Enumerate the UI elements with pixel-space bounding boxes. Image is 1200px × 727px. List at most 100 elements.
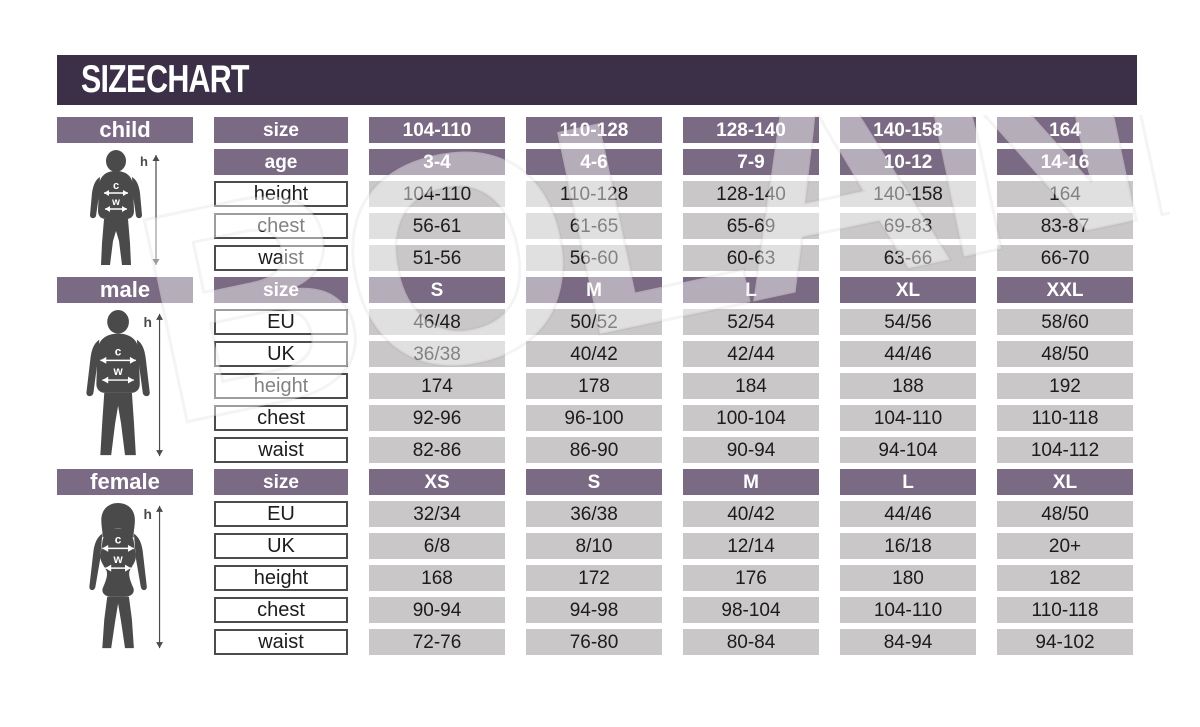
row-label-waist: waist xyxy=(214,245,348,271)
table-cell: 140-158 xyxy=(840,181,976,207)
size-chart-table: child c w xyxy=(57,117,1133,661)
table-cell: XXL xyxy=(997,277,1133,303)
title-bar: SIZE CHART xyxy=(57,55,1137,105)
table-cell: 184 xyxy=(683,373,819,399)
height-annotation: h xyxy=(143,314,151,330)
table-cell: L xyxy=(683,277,819,303)
table-cell: 60-63 xyxy=(683,245,819,271)
table-cell: XL xyxy=(840,277,976,303)
table-cell: L xyxy=(840,469,976,495)
table-cell: 76-80 xyxy=(526,629,662,655)
row-label-EU: EU xyxy=(214,501,348,527)
table-cell: 180 xyxy=(840,565,976,591)
table-cell: 32/34 xyxy=(369,501,505,527)
table-cell: 56-60 xyxy=(526,245,662,271)
female-figure-icon: c w h xyxy=(57,501,193,655)
row-label-height: height xyxy=(214,181,348,207)
table-cell: 61-65 xyxy=(526,213,662,239)
table-cell: 36/38 xyxy=(526,501,662,527)
table-cell: 14-16 xyxy=(997,149,1133,175)
row-label-size: size xyxy=(214,469,348,495)
table-cell: 12/14 xyxy=(683,533,819,559)
table-cell: 42/44 xyxy=(683,341,819,367)
row-label-UK: UK xyxy=(214,533,348,559)
table-cell: 51-56 xyxy=(369,245,505,271)
table-cell: 176 xyxy=(683,565,819,591)
table-cell: 168 xyxy=(369,565,505,591)
table-cell: 104-110 xyxy=(369,117,505,143)
table-cell: 140-158 xyxy=(840,117,976,143)
table-cell: XL xyxy=(997,469,1133,495)
height-annotation: h xyxy=(143,506,151,522)
height-annotation: h xyxy=(140,154,148,169)
table-cell: 63-66 xyxy=(840,245,976,271)
table-cell: 66-70 xyxy=(997,245,1133,271)
male-figure-icon: c w h xyxy=(57,309,193,463)
table-cell: 44/46 xyxy=(840,501,976,527)
table-cell: 50/52 xyxy=(526,309,662,335)
table-cell: S xyxy=(526,469,662,495)
table-cell: 164 xyxy=(997,117,1133,143)
table-cell: 92-96 xyxy=(369,405,505,431)
table-cell: 20+ xyxy=(997,533,1133,559)
table-cell: 48/50 xyxy=(997,501,1133,527)
section-header-male: male xyxy=(57,277,193,303)
row-label-waist: waist xyxy=(214,629,348,655)
table-cell: 164 xyxy=(997,181,1133,207)
table-cell: 94-98 xyxy=(526,597,662,623)
section-header-child: child xyxy=(57,117,193,143)
table-cell: 52/54 xyxy=(683,309,819,335)
table-cell: 7-9 xyxy=(683,149,819,175)
table-cell: 48/50 xyxy=(997,341,1133,367)
table-cell: 110-118 xyxy=(997,405,1133,431)
table-cell: 172 xyxy=(526,565,662,591)
table-cell: M xyxy=(683,469,819,495)
table-cell: 86-90 xyxy=(526,437,662,463)
table-cell: 40/42 xyxy=(526,341,662,367)
table-cell: 8/10 xyxy=(526,533,662,559)
row-label-age: age xyxy=(214,149,348,175)
table-cell: 72-76 xyxy=(369,629,505,655)
table-cell: 36/38 xyxy=(369,341,505,367)
table-cell: 3-4 xyxy=(369,149,505,175)
table-cell: 110-128 xyxy=(526,117,662,143)
table-cell: 104-110 xyxy=(369,181,505,207)
table-cell: 94-104 xyxy=(840,437,976,463)
table-cell: 83-87 xyxy=(997,213,1133,239)
table-cell: 82-86 xyxy=(369,437,505,463)
table-cell: 104-110 xyxy=(840,405,976,431)
table-cell: 188 xyxy=(840,373,976,399)
table-cell: 69-83 xyxy=(840,213,976,239)
table-cell: 44/46 xyxy=(840,341,976,367)
waist-annotation: w xyxy=(112,552,123,566)
page-title: SIZE CHART xyxy=(81,58,249,101)
table-cell: 104-112 xyxy=(997,437,1133,463)
table-cell: 58/60 xyxy=(997,309,1133,335)
table-cell: 16/18 xyxy=(840,533,976,559)
row-label-chest: chest xyxy=(214,405,348,431)
section-male: male c w xyxy=(57,277,1133,463)
table-cell: S xyxy=(369,277,505,303)
row-label-size: size xyxy=(214,277,348,303)
table-cell: M xyxy=(526,277,662,303)
section-header-female: female xyxy=(57,469,193,495)
table-cell: 110-118 xyxy=(997,597,1133,623)
row-label-chest: chest xyxy=(214,597,348,623)
table-cell: XS xyxy=(369,469,505,495)
row-label-EU: EU xyxy=(214,309,348,335)
table-cell: 84-94 xyxy=(840,629,976,655)
row-label-height: height xyxy=(214,565,348,591)
table-cell: 56-61 xyxy=(369,213,505,239)
waist-annotation: w xyxy=(112,364,123,378)
table-cell: 110-128 xyxy=(526,181,662,207)
table-cell: 178 xyxy=(526,373,662,399)
table-cell: 182 xyxy=(997,565,1133,591)
table-cell: 46/48 xyxy=(369,309,505,335)
table-cell: 54/56 xyxy=(840,309,976,335)
table-cell: 128-140 xyxy=(683,117,819,143)
table-cell: 65-69 xyxy=(683,213,819,239)
table-cell: 40/42 xyxy=(683,501,819,527)
row-label-height: height xyxy=(214,373,348,399)
table-cell: 128-140 xyxy=(683,181,819,207)
waist-annotation: w xyxy=(111,197,120,208)
